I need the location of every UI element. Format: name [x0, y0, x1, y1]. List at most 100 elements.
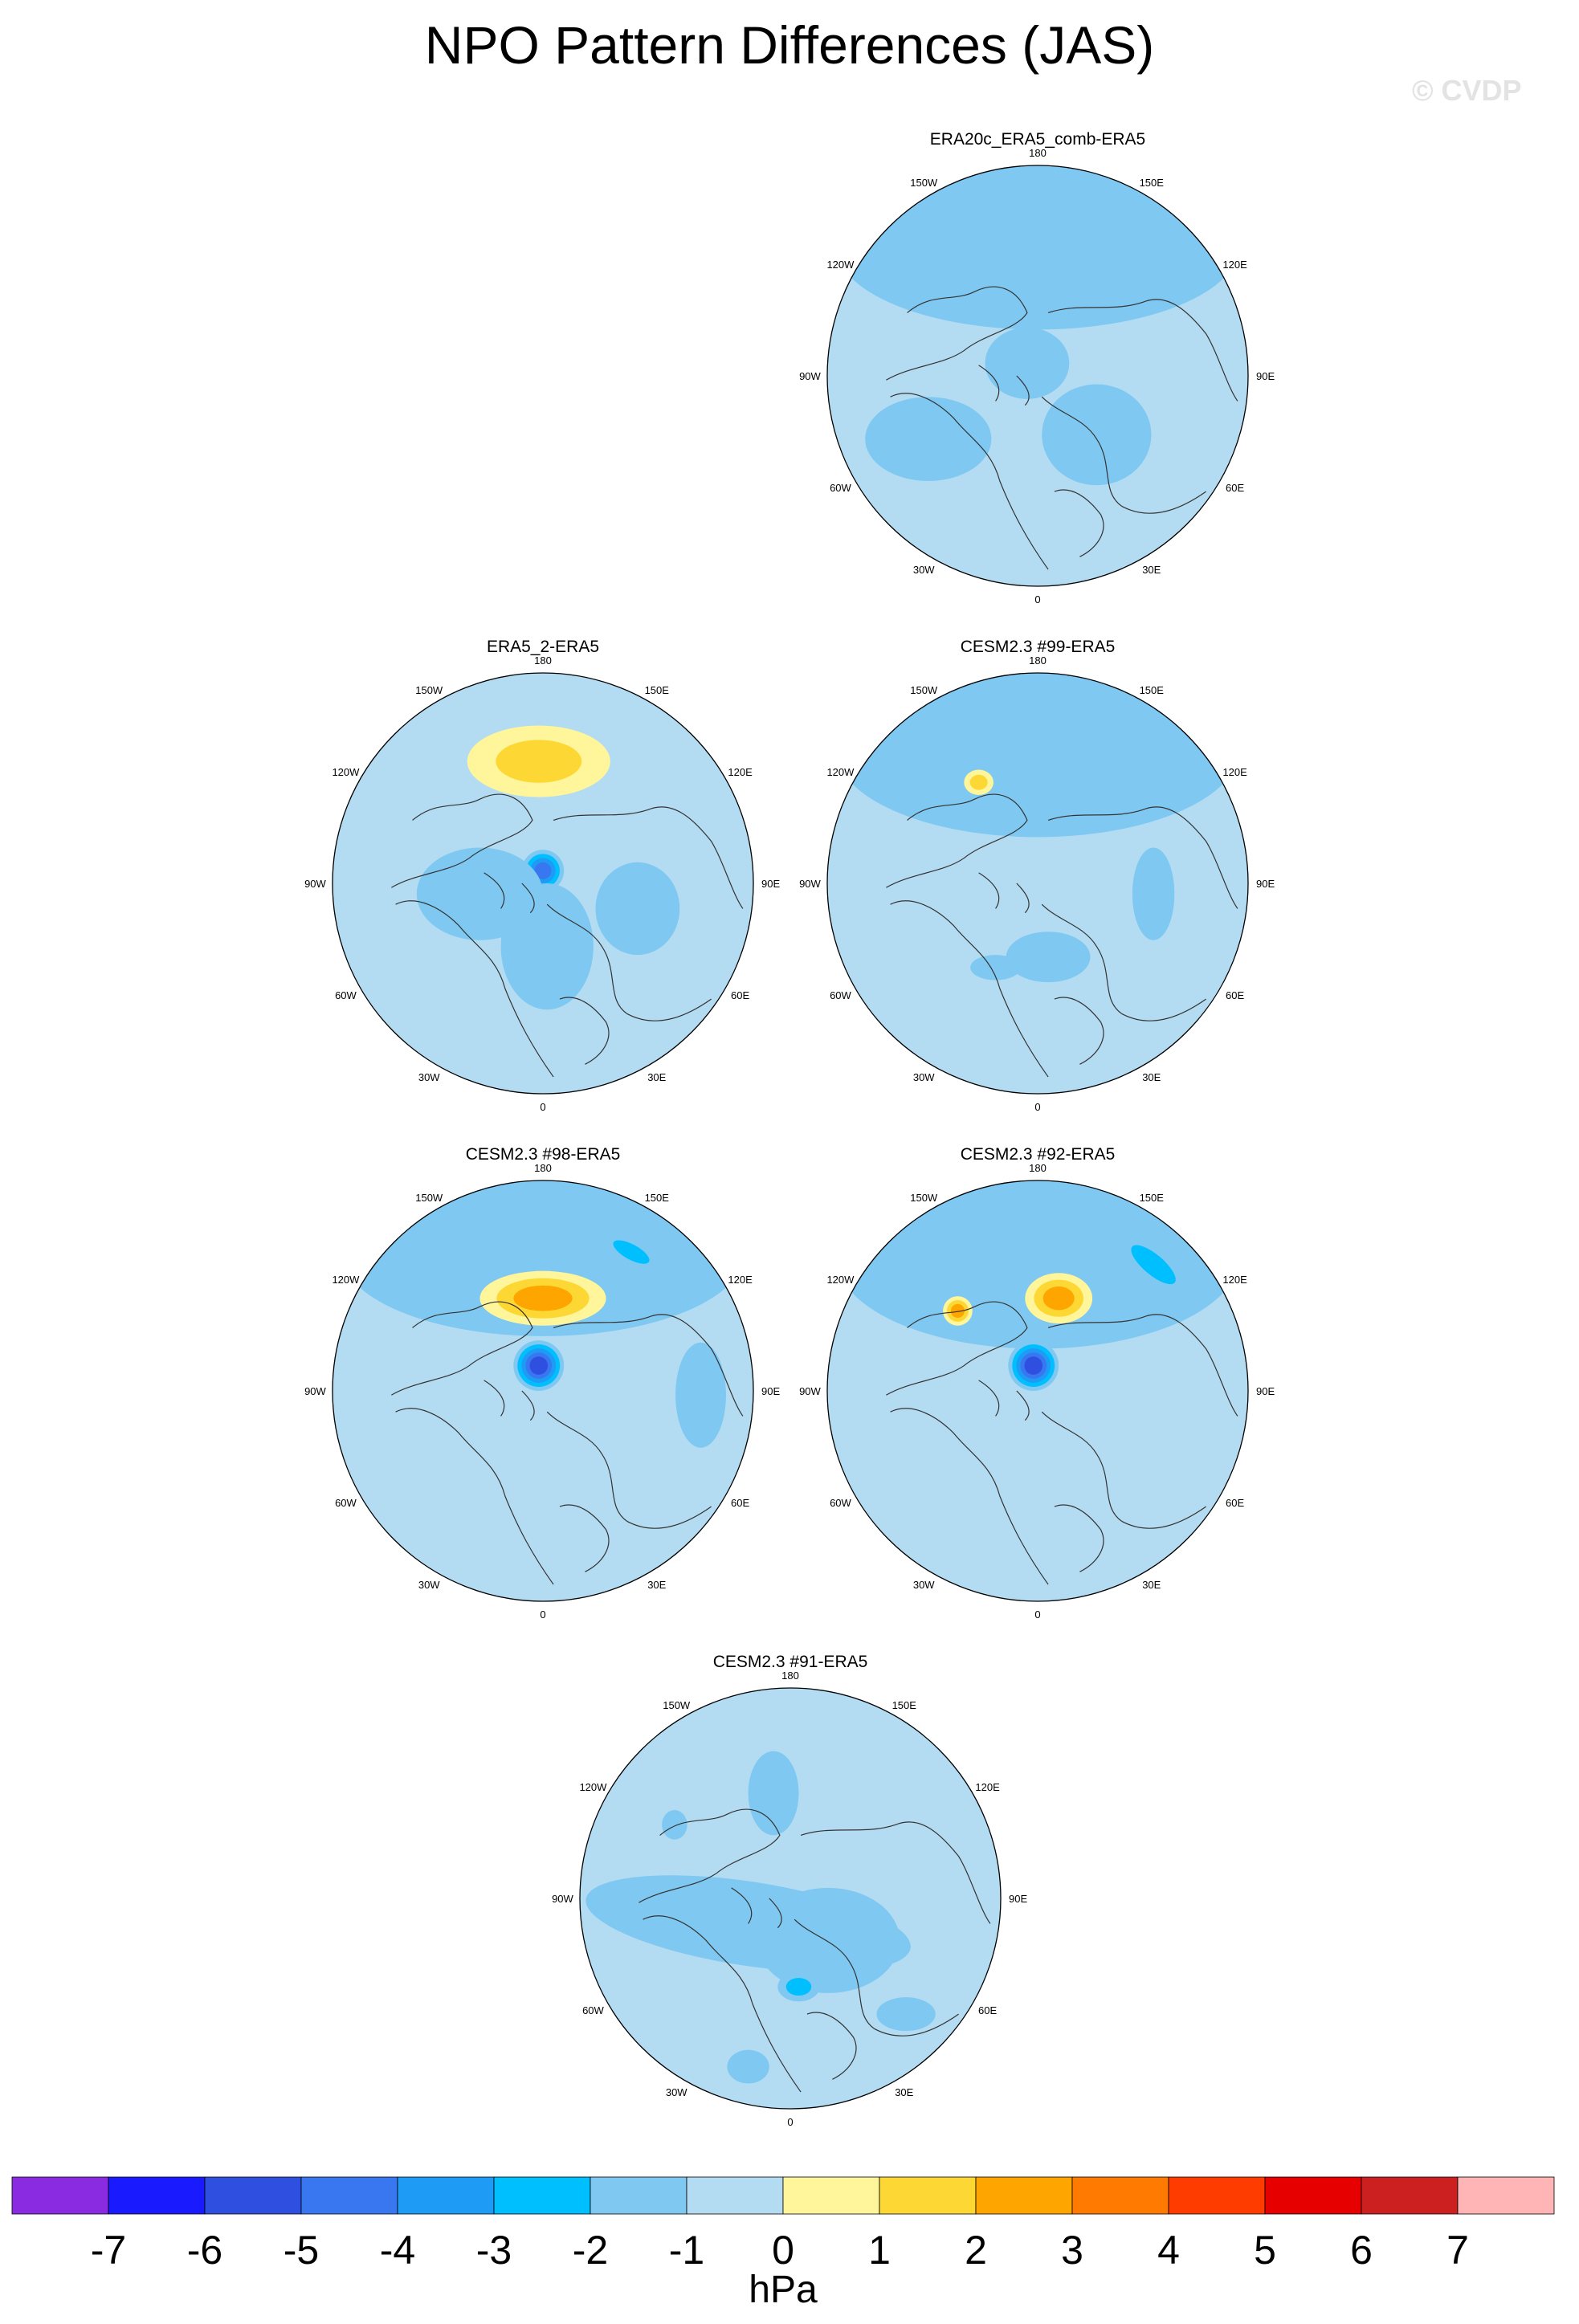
longitude-label: 150W — [663, 1699, 691, 1711]
panel-title: CESM2.3 #98-ERA5 — [466, 1145, 621, 1164]
colorbar-swatch — [397, 2176, 495, 2215]
longitude-label: 30W — [913, 1579, 935, 1591]
longitude-label: 120E — [1222, 259, 1247, 271]
coastlines — [886, 794, 1238, 1077]
longitude-label: 30E — [1142, 564, 1161, 576]
colorbar-tick-label: 1 — [868, 2228, 891, 2273]
longitude-label: 90E — [1256, 1385, 1275, 1397]
longitude-label: 0 — [540, 1101, 545, 1113]
coastlines — [391, 1302, 743, 1584]
colorbar-swatch — [493, 2176, 591, 2215]
panel-title: ERA5_2-ERA5 — [487, 638, 599, 656]
colorbar-swatch — [300, 2176, 398, 2215]
longitude-label: 120W — [826, 259, 855, 271]
longitude-label: 0 — [540, 1608, 545, 1621]
longitude-label: 30E — [647, 1579, 666, 1591]
coastlines — [886, 287, 1238, 569]
colorbar-swatch — [204, 2176, 302, 2215]
longitude-label: 90W — [304, 1385, 326, 1397]
longitude-label: 150E — [1140, 177, 1165, 189]
contour-feature — [835, 165, 1240, 330]
longitude-label: 150E — [645, 684, 670, 696]
coastlines — [391, 794, 743, 1077]
longitude-label: 60E — [1226, 1497, 1244, 1509]
colorbar-tick-label: -1 — [669, 2228, 704, 2273]
contour-feature — [835, 673, 1240, 838]
longitude-label: 90E — [761, 878, 780, 890]
longitude-label: 180 — [534, 1162, 552, 1174]
longitude-label: 150W — [910, 177, 938, 189]
panel-title: ERA20c_ERA5_comb-ERA5 — [930, 130, 1145, 149]
longitude-label: 120E — [1222, 766, 1247, 778]
longitude-label: 60W — [830, 482, 851, 494]
colorbar-swatch — [590, 2176, 687, 2215]
longitude-label: 30E — [1142, 1579, 1161, 1591]
longitude-label: 60E — [978, 2004, 997, 2016]
longitude-label: 150W — [910, 684, 938, 696]
contour-feature — [777, 1971, 820, 2002]
longitude-label: 60E — [731, 1497, 749, 1509]
colorbar-tick-label: 3 — [1061, 2228, 1083, 2273]
map-boundary — [332, 1180, 754, 1602]
longitude-label: 0 — [787, 2116, 793, 2128]
colorbar-tick-label: 4 — [1157, 2228, 1180, 2273]
longitude-label: 150E — [1140, 1192, 1165, 1204]
contour-feature — [479, 1270, 606, 1326]
longitude-label: 60W — [335, 1497, 357, 1509]
longitude-label: 60E — [1226, 989, 1244, 1001]
contour-feature — [585, 1875, 936, 2084]
contour-feature — [1042, 384, 1152, 486]
colorbar-swatch — [879, 2176, 977, 2215]
map-panels: ERA20c_ERA5_comb-ERA5180150E120E90E60E30… — [304, 130, 1275, 2128]
colorbar-swatch — [975, 2176, 1073, 2215]
colorbar-tick-label: 2 — [965, 2228, 987, 2273]
longitude-label: 60E — [1226, 482, 1244, 494]
colorbar: -7 -6 -5 -4 -3 -2 -1 0 1 2 3 4 5 6 7 hPa — [11, 2176, 1555, 2311]
contour-feature — [865, 397, 992, 481]
longitude-label: 180 — [781, 1670, 799, 1682]
longitude-label: 150W — [415, 684, 443, 696]
longitude-label: 180 — [1029, 1162, 1047, 1174]
colorbar-tick-label: -6 — [187, 2228, 222, 2273]
map-boundary — [826, 165, 1249, 587]
longitude-label: 90W — [552, 1893, 573, 1905]
longitude-label: 90W — [799, 878, 821, 890]
figure-title: NPO Pattern Differences (JAS) — [424, 15, 1155, 75]
colorbar-tick-label: -2 — [573, 2228, 608, 2273]
map-boundary — [579, 1687, 1002, 2110]
longitude-label: 90E — [1009, 1893, 1027, 1905]
longitude-label: 30E — [895, 2086, 913, 2098]
colorbar-swatch — [1168, 2176, 1266, 2215]
longitude-label: 180 — [534, 654, 552, 667]
colorbar-swatch — [686, 2176, 784, 2215]
longitude-label: 30W — [418, 1579, 440, 1591]
map-boundary — [826, 672, 1249, 1095]
longitude-label: 0 — [1034, 593, 1040, 605]
colorbar-unit-label: hPa — [749, 2269, 818, 2311]
colorbar-tick-label: -5 — [284, 2228, 319, 2273]
longitude-label: 60W — [830, 989, 851, 1001]
colorbar-tick-label: 7 — [1446, 2228, 1469, 2273]
contour-feature — [1008, 1340, 1059, 1392]
colorbar-tick-label: -3 — [476, 2228, 512, 2273]
map-boundary — [826, 1180, 1249, 1602]
longitude-label: 150E — [645, 1192, 670, 1204]
longitude-label: 180 — [1029, 147, 1047, 159]
longitude-label: 90E — [761, 1385, 780, 1397]
longitude-label: 30W — [913, 564, 935, 576]
panel-title: CESM2.3 #92-ERA5 — [961, 1145, 1116, 1164]
longitude-label: 30E — [1142, 1071, 1161, 1083]
longitude-label: 90W — [799, 370, 821, 382]
colorbar-tick-label: -7 — [91, 2228, 126, 2273]
contour-feature — [416, 847, 680, 1010]
coastlines — [639, 1809, 990, 2092]
contour-feature — [513, 1340, 565, 1392]
longitude-label: 120W — [826, 766, 855, 778]
longitude-label: 120E — [975, 1781, 1000, 1793]
longitude-label: 120E — [728, 766, 753, 778]
colorbar-swatch — [1071, 2176, 1169, 2215]
